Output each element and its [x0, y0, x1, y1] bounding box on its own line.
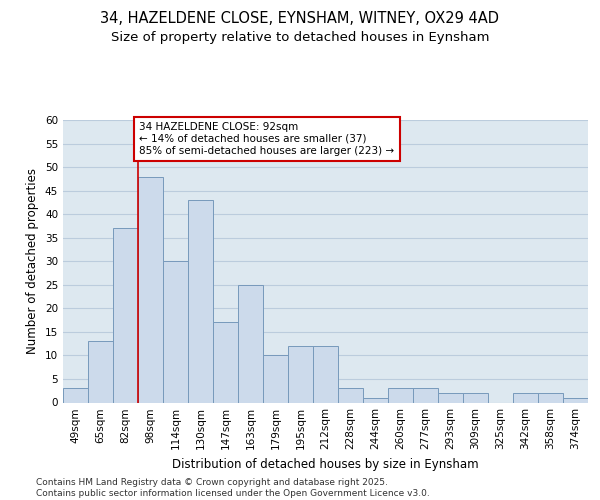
Bar — [163, 261, 188, 402]
Bar — [513, 393, 538, 402]
Bar — [288, 346, 313, 403]
Text: Contains HM Land Registry data © Crown copyright and database right 2025.
Contai: Contains HM Land Registry data © Crown c… — [36, 478, 430, 498]
Bar — [63, 388, 88, 402]
Bar — [538, 393, 563, 402]
Text: Size of property relative to detached houses in Eynsham: Size of property relative to detached ho… — [111, 31, 489, 44]
Text: 34, HAZELDENE CLOSE, EYNSHAM, WITNEY, OX29 4AD: 34, HAZELDENE CLOSE, EYNSHAM, WITNEY, OX… — [101, 11, 499, 26]
Bar — [213, 322, 238, 402]
Bar — [338, 388, 363, 402]
Bar — [88, 342, 113, 402]
Bar — [113, 228, 138, 402]
Text: 34 HAZELDENE CLOSE: 92sqm
← 14% of detached houses are smaller (37)
85% of semi-: 34 HAZELDENE CLOSE: 92sqm ← 14% of detac… — [139, 122, 394, 156]
Bar — [463, 393, 488, 402]
Bar — [238, 285, 263, 403]
Bar — [263, 356, 288, 403]
Bar — [188, 200, 213, 402]
Bar — [138, 176, 163, 402]
X-axis label: Distribution of detached houses by size in Eynsham: Distribution of detached houses by size … — [172, 458, 479, 471]
Bar — [438, 393, 463, 402]
Y-axis label: Number of detached properties: Number of detached properties — [26, 168, 40, 354]
Bar — [313, 346, 338, 403]
Bar — [363, 398, 388, 402]
Bar — [413, 388, 438, 402]
Bar — [388, 388, 413, 402]
Bar — [563, 398, 588, 402]
